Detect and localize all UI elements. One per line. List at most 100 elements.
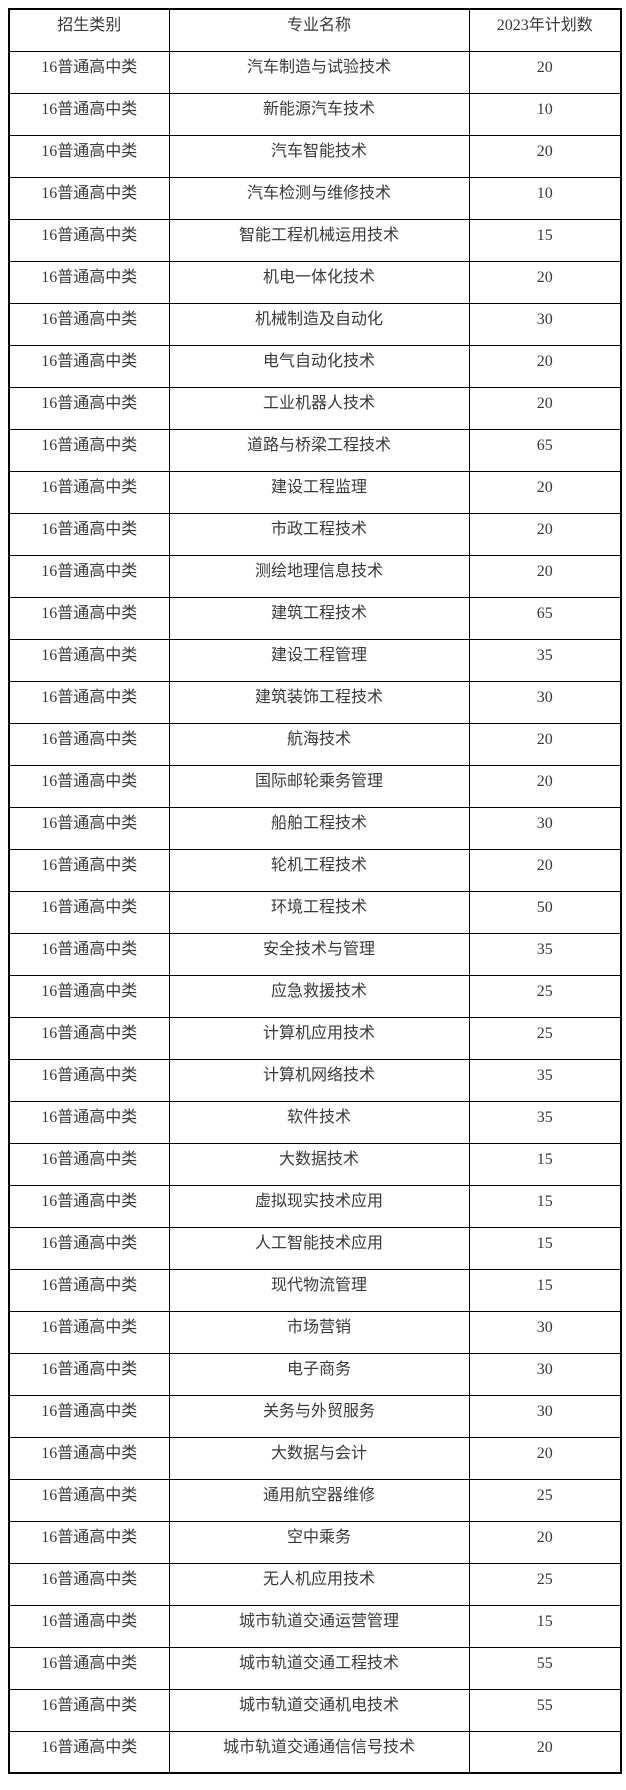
cell-major: 新能源汽车技术 [168,92,470,136]
cell-plan-count: 20 [468,1730,622,1774]
cell-plan-count: 35 [468,1058,622,1102]
cell-major: 计算机应用技术 [168,1016,470,1060]
cell-plan-count: 25 [468,1562,622,1606]
cell-category: 16普通高中类 [8,806,170,850]
cell-plan-count: 15 [468,1142,622,1186]
cell-plan-count: 20 [468,764,622,808]
table-row: 16普通高中类 人工智能技术应用 15 [8,1226,622,1270]
cell-major: 工业机器人技术 [168,386,470,430]
cell-category: 16普通高中类 [8,92,170,136]
cell-major: 汽车智能技术 [168,134,470,178]
cell-plan-count: 20 [468,134,622,178]
table-row: 16普通高中类 机械制造及自动化 30 [8,302,622,346]
cell-major: 空中乘务 [168,1520,470,1564]
cell-category: 16普通高中类 [8,1478,170,1522]
table-row: 16普通高中类 航海技术 20 [8,722,622,766]
table-row: 16普通高中类 计算机网络技术 35 [8,1058,622,1102]
cell-major: 计算机网络技术 [168,1058,470,1102]
cell-plan-count: 50 [468,890,622,934]
cell-category: 16普通高中类 [8,470,170,514]
table-row: 16普通高中类 道路与桥梁工程技术 65 [8,428,622,472]
cell-plan-count: 30 [468,806,622,850]
cell-category: 16普通高中类 [8,134,170,178]
table-row: 16普通高中类 关务与外贸服务 30 [8,1394,622,1438]
cell-plan-count: 55 [468,1688,622,1732]
cell-category: 16普通高中类 [8,1436,170,1480]
cell-major: 大数据与会计 [168,1436,470,1480]
cell-plan-count: 55 [468,1646,622,1690]
cell-category: 16普通高中类 [8,1142,170,1186]
cell-plan-count: 20 [468,386,622,430]
cell-category: 16普通高中类 [8,1562,170,1606]
cell-category: 16普通高中类 [8,1394,170,1438]
enrollment-plan-table: 招生类别 专业名称 2023年计划数 16普通高中类 汽车制造与试验技术 20 16普… [8,8,622,1774]
cell-plan-count: 25 [468,974,622,1018]
cell-major: 安全技术与管理 [168,932,470,976]
cell-category: 16普通高中类 [8,344,170,388]
cell-category: 16普通高中类 [8,260,170,304]
cell-plan-count: 15 [468,1184,622,1228]
cell-plan-count: 20 [468,260,622,304]
table-row: 16普通高中类 大数据技术 15 [8,1142,622,1186]
cell-major: 城市轨道交通机电技术 [168,1688,470,1732]
cell-major: 机械制造及自动化 [168,302,470,346]
cell-category: 16普通高中类 [8,680,170,724]
table-row: 16普通高中类 电子商务 30 [8,1352,622,1396]
cell-plan-count: 25 [468,1016,622,1060]
table-row: 16普通高中类 环境工程技术 50 [8,890,622,934]
table-row: 16普通高中类 通用航空器维修 25 [8,1478,622,1522]
cell-category: 16普通高中类 [8,974,170,1018]
cell-major: 建设工程管理 [168,638,470,682]
table-row: 16普通高中类 测绘地理信息技术 20 [8,554,622,598]
table-row: 16普通高中类 空中乘务 20 [8,1520,622,1564]
cell-major: 市场营销 [168,1310,470,1354]
cell-major: 汽车制造与试验技术 [168,50,470,94]
table-row: 16普通高中类 汽车检测与维修技术 10 [8,176,622,220]
cell-major: 通用航空器维修 [168,1478,470,1522]
cell-major: 电气自动化技术 [168,344,470,388]
table-row: 16普通高中类 市政工程技术 20 [8,512,622,556]
table-row: 16普通高中类 城市轨道交通工程技术 55 [8,1646,622,1690]
cell-plan-count: 35 [468,932,622,976]
table-row: 16普通高中类 城市轨道交通运营管理 15 [8,1604,622,1648]
cell-plan-count: 65 [468,428,622,472]
cell-plan-count: 15 [468,1226,622,1270]
cell-category: 16普通高中类 [8,1520,170,1564]
cell-category: 16普通高中类 [8,1604,170,1648]
table-row: 16普通高中类 工业机器人技术 20 [8,386,622,430]
cell-major: 汽车检测与维修技术 [168,176,470,220]
table-row: 16普通高中类 计算机应用技术 25 [8,1016,622,1060]
table-row: 16普通高中类 城市轨道交通机电技术 55 [8,1688,622,1732]
table-row: 16普通高中类 市场营销 30 [8,1310,622,1354]
cell-plan-count: 30 [468,1352,622,1396]
cell-category: 16普通高中类 [8,764,170,808]
cell-category: 16普通高中类 [8,1310,170,1354]
cell-plan-count: 20 [468,512,622,556]
cell-plan-count: 20 [468,554,622,598]
cell-plan-count: 15 [468,1604,622,1648]
cell-major: 虚拟现实技术应用 [168,1184,470,1228]
cell-category: 16普通高中类 [8,638,170,682]
header-row: 招生类别 专业名称 2023年计划数 [8,8,622,52]
cell-category: 16普通高中类 [8,1730,170,1774]
table-row: 16普通高中类 智能工程机械运用技术 15 [8,218,622,262]
cell-major: 软件技术 [168,1100,470,1144]
table-row: 16普通高中类 城市轨道交通通信信号技术 20 [8,1730,622,1774]
cell-major: 轮机工程技术 [168,848,470,892]
cell-major: 关务与外贸服务 [168,1394,470,1438]
cell-plan-count: 20 [468,722,622,766]
table-row: 16普通高中类 现代物流管理 15 [8,1268,622,1312]
table-row: 16普通高中类 安全技术与管理 35 [8,932,622,976]
cell-category: 16普通高中类 [8,554,170,598]
cell-category: 16普通高中类 [8,1352,170,1396]
table-row: 16普通高中类 建筑装饰工程技术 30 [8,680,622,724]
table-row: 16普通高中类 建筑工程技术 65 [8,596,622,640]
cell-major: 建筑工程技术 [168,596,470,640]
cell-plan-count: 15 [468,218,622,262]
cell-plan-count: 65 [468,596,622,640]
cell-plan-count: 15 [468,1268,622,1312]
cell-major: 市政工程技术 [168,512,470,556]
cell-category: 16普通高中类 [8,932,170,976]
cell-major: 机电一体化技术 [168,260,470,304]
cell-plan-count: 35 [468,638,622,682]
